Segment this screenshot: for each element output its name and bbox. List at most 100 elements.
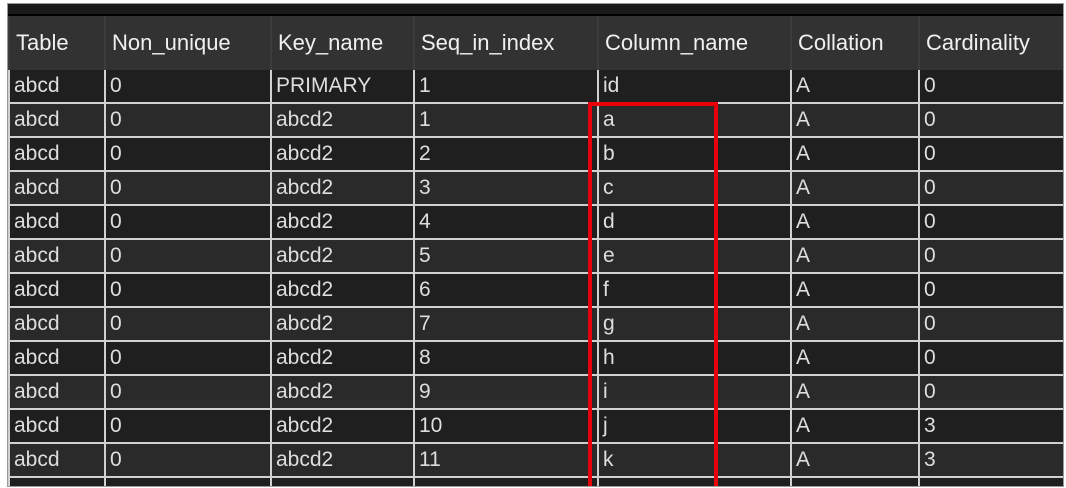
cell-cardinality[interactable]: 0 [918, 137, 1063, 172]
cell-collation[interactable]: A [790, 103, 920, 138]
cell-non-unique[interactable]: 0 [104, 409, 272, 444]
cell-seq-in-index[interactable]: 4 [413, 205, 599, 240]
column-header-table[interactable]: Table [8, 16, 105, 70]
cell-non-unique[interactable]: 0 [104, 171, 272, 206]
cell-column-name[interactable]: id [597, 70, 792, 104]
cell-seq-in-index[interactable]: 3 [413, 171, 599, 206]
table-row[interactable]: abcd 0 abcd2 10 j A 3 [8, 409, 1063, 444]
cell-seq-in-index[interactable]: 1 [413, 70, 599, 104]
cell-column-name[interactable]: i [597, 375, 792, 410]
cell-key-name[interactable]: abcd2 [270, 103, 415, 138]
cell-table[interactable]: abcd [8, 205, 106, 240]
cell-seq-in-index[interactable]: 11 [413, 443, 599, 478]
cell-key-name[interactable]: abcd2 [270, 443, 415, 478]
cell-column-name[interactable]: j [597, 409, 792, 444]
cell-seq-in-index[interactable]: 8 [413, 341, 599, 376]
cell-collation[interactable]: A [790, 341, 920, 376]
table-row[interactable]: abcd 0 abcd2 7 g A 0 [8, 307, 1063, 342]
cell-table[interactable]: abcd [8, 307, 106, 342]
cell-non-unique[interactable]: 0 [104, 103, 272, 138]
cell-table[interactable]: abcd [8, 171, 106, 206]
cell-column-name[interactable]: e [597, 239, 792, 274]
cell-table[interactable]: abcd [8, 409, 106, 444]
table-row[interactable]: abcd 0 abcd2 5 e A 0 [8, 239, 1063, 274]
cell-seq-in-index[interactable]: 1 [413, 103, 599, 138]
cell-collation[interactable]: A [790, 239, 920, 274]
cell-cardinality[interactable]: 0 [918, 273, 1063, 308]
cell-seq-in-index[interactable]: 2 [413, 137, 599, 172]
cell-cardinality[interactable]: 0 [918, 171, 1063, 206]
cell-key-name[interactable]: PRIMARY [270, 70, 415, 104]
cell-column-name[interactable]: g [597, 307, 792, 342]
cell-key-name[interactable]: abcd2 [270, 307, 415, 342]
cell-non-unique[interactable]: 0 [104, 307, 272, 342]
table-row[interactable]: abcd 0 abcd2 3 c A 0 [8, 171, 1063, 206]
cell-collation[interactable]: A [790, 273, 920, 308]
column-header-seq-in-index[interactable]: Seq_in_index [413, 16, 598, 70]
table-row[interactable]: abcd 0 abcd2 6 f A 0 [8, 273, 1063, 308]
cell-cardinality[interactable]: 0 [918, 239, 1063, 274]
column-header-column-name[interactable]: Column_name [597, 16, 791, 70]
cell-seq-in-index[interactable]: 7 [413, 307, 599, 342]
cell-non-unique[interactable]: 0 [104, 137, 272, 172]
cell-collation[interactable]: A [790, 375, 920, 410]
cell-cardinality[interactable]: 0 [918, 70, 1063, 104]
table-row[interactable]: abcd 0 PRIMARY 1 id A 0 [8, 70, 1063, 104]
table-row[interactable]: abcd 0 abcd2 9 i A 0 [8, 375, 1063, 410]
cell-table[interactable]: abcd [8, 443, 106, 478]
cell-collation[interactable]: A [790, 137, 920, 172]
cell-key-name[interactable]: abcd2 [270, 273, 415, 308]
cell-seq-in-index[interactable]: 6 [413, 273, 599, 308]
cell-collation[interactable]: A [790, 443, 920, 478]
cell-cardinality[interactable]: 0 [918, 307, 1063, 342]
cell-table[interactable]: abcd [8, 273, 106, 308]
cell-collation[interactable]: A [790, 409, 920, 444]
cell-column-name[interactable]: d [597, 205, 792, 240]
cell-key-name[interactable]: abcd2 [270, 409, 415, 444]
column-header-non-unique[interactable]: Non_unique [104, 16, 271, 70]
cell-key-name[interactable]: abcd2 [270, 239, 415, 274]
column-header-cardinality[interactable]: Cardinality [918, 16, 1063, 70]
cell-collation[interactable]: A [790, 205, 920, 240]
cell-key-name[interactable]: abcd2 [270, 205, 415, 240]
cell-cardinality[interactable]: 0 [918, 341, 1063, 376]
column-header-key-name[interactable]: Key_name [270, 16, 414, 70]
cell-seq-in-index[interactable]: 10 [413, 409, 599, 444]
cell-cardinality[interactable]: 0 [918, 103, 1063, 138]
table-row[interactable]: abcd 0 abcd2 8 h A 0 [8, 341, 1063, 376]
column-header-collation[interactable]: Collation [790, 16, 919, 70]
cell-non-unique[interactable]: 0 [104, 239, 272, 274]
table-row[interactable]: abcd 0 abcd2 2 b A 0 [8, 137, 1063, 172]
cell-non-unique[interactable]: 0 [104, 341, 272, 376]
cell-cardinality[interactable]: 3 [918, 409, 1063, 444]
cell-cardinality[interactable]: 3 [918, 443, 1063, 478]
cell-table[interactable]: abcd [8, 239, 106, 274]
cell-non-unique[interactable]: 0 [104, 443, 272, 478]
cell-column-name[interactable]: c [597, 171, 792, 206]
cell-collation[interactable]: A [790, 307, 920, 342]
cell-non-unique[interactable]: 0 [104, 273, 272, 308]
cell-key-name[interactable]: abcd2 [270, 341, 415, 376]
cell-table[interactable]: abcd [8, 375, 106, 410]
cell-column-name[interactable]: b [597, 137, 792, 172]
cell-table[interactable]: abcd [8, 137, 106, 172]
cell-collation[interactable]: A [790, 70, 920, 104]
cell-key-name[interactable]: abcd2 [270, 375, 415, 410]
cell-seq-in-index[interactable]: 5 [413, 239, 599, 274]
table-row[interactable]: abcd 0 abcd2 4 d A 0 [8, 205, 1063, 240]
cell-column-name[interactable]: k [597, 443, 792, 478]
cell-cardinality[interactable]: 0 [918, 375, 1063, 410]
cell-column-name[interactable]: h [597, 341, 792, 376]
cell-non-unique[interactable]: 0 [104, 205, 272, 240]
cell-column-name[interactable]: f [597, 273, 792, 308]
cell-table[interactable]: abcd [8, 341, 106, 376]
cell-collation[interactable]: A [790, 171, 920, 206]
cell-non-unique[interactable]: 0 [104, 375, 272, 410]
cell-non-unique[interactable]: 0 [104, 70, 272, 104]
cell-key-name[interactable]: abcd2 [270, 171, 415, 206]
cell-table[interactable]: abcd [8, 103, 106, 138]
table-row[interactable]: abcd 0 abcd2 1 a A 0 [8, 103, 1063, 138]
table-row[interactable]: abcd 0 abcd2 11 k A 3 [8, 443, 1063, 478]
cell-cardinality[interactable]: 0 [918, 205, 1063, 240]
cell-key-name[interactable]: abcd2 [270, 137, 415, 172]
